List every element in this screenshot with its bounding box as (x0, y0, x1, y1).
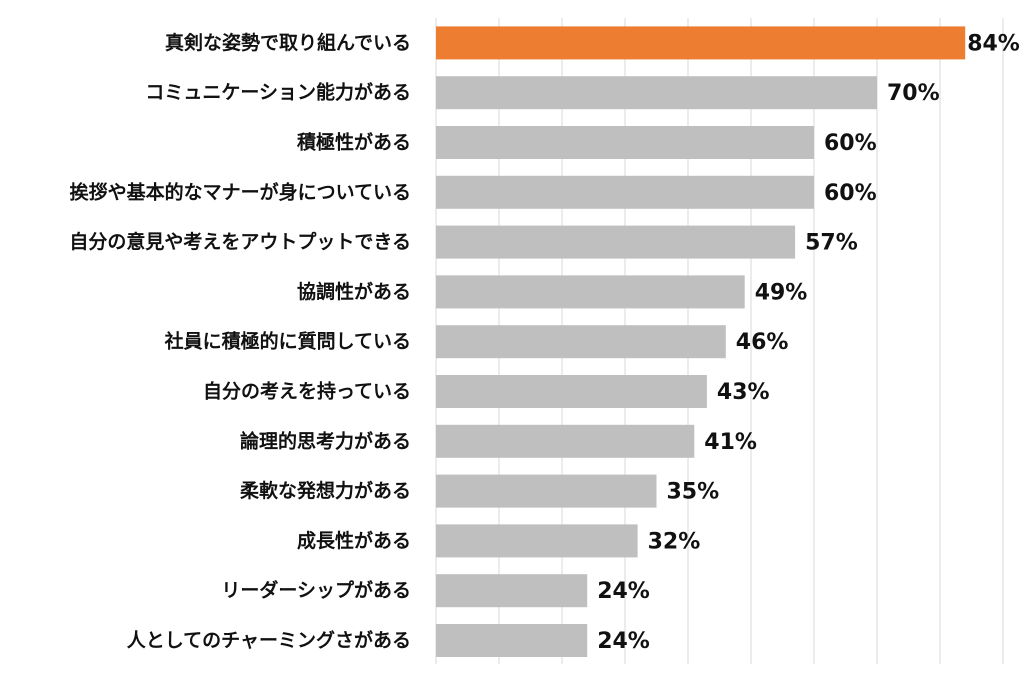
bar (436, 26, 966, 60)
category-label: 積極性がある (297, 131, 411, 154)
category-label: リーダーシップがある (221, 579, 411, 602)
bar (436, 524, 638, 558)
category-label: 協調性がある (297, 280, 411, 303)
category-label: 成長性がある (297, 529, 411, 552)
value-label: 41% (704, 430, 757, 455)
bar (436, 76, 877, 110)
value-label: 46% (736, 330, 789, 355)
bar (436, 325, 726, 359)
bar (436, 375, 707, 408)
bar (436, 275, 745, 309)
bar (436, 225, 796, 259)
bar (436, 624, 588, 657)
category-labels: 真剣な姿勢で取り組んでいるコミュニケーション能力がある積極性がある挨拶や基本的な… (69, 31, 411, 652)
value-label: 24% (597, 579, 650, 604)
bar (436, 574, 588, 608)
value-label: 57% (805, 231, 858, 256)
bars (436, 26, 966, 657)
bar (436, 424, 695, 458)
value-label: 24% (597, 629, 650, 654)
category-label: 真剣な姿勢で取り組んでいる (165, 31, 411, 54)
value-label: 49% (755, 280, 808, 305)
value-labels: 84% 70% 60% 60% 57% 49% 46% 43% 41% 35% 32% 24% 24% (597, 31, 1020, 654)
value-label: 35% (667, 480, 720, 505)
category-label: 自分の意見や考えをアウトプットできる (69, 230, 411, 253)
category-label: 論理的思考力がある (240, 429, 411, 452)
value-label: 32% (648, 529, 701, 554)
category-label: 社員に積極的に質問している (164, 330, 411, 353)
category-label: 挨拶や基本的なマナーが身についている (70, 180, 411, 203)
category-label: 柔軟な発想力がある (240, 479, 411, 502)
value-label: 43% (717, 380, 770, 405)
value-label: 70% (887, 81, 940, 106)
value-label: 84% (967, 31, 1020, 56)
bar (436, 126, 814, 159)
category-label: 自分の考えを持っている (203, 380, 411, 403)
value-label: 60% (824, 131, 877, 156)
value-label: 60% (824, 181, 877, 206)
bar (436, 474, 657, 508)
category-label: 人としてのチャーミングさがある (127, 629, 411, 652)
bar (436, 175, 814, 209)
category-label: コミュニケーション能力がある (145, 81, 411, 104)
